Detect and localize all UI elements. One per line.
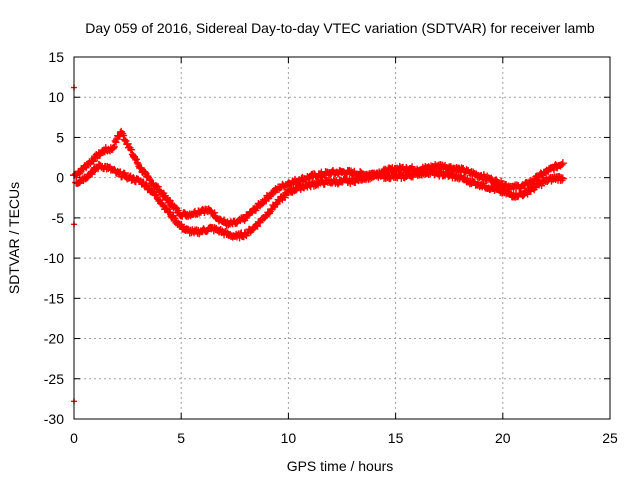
x-tick-labels: 0 5 10 15 20 25 [70, 430, 618, 446]
y-tick-label: 10 [48, 89, 64, 105]
data-point [120, 136, 128, 144]
data-point [145, 175, 153, 183]
data-point [123, 139, 132, 148]
data-point [275, 197, 283, 205]
x-tick-label: 5 [177, 430, 185, 446]
data-point [141, 168, 149, 176]
data-point [154, 183, 162, 191]
data-point [254, 222, 262, 230]
data-point [480, 179, 488, 187]
data-point [142, 180, 150, 188]
data-point [211, 209, 219, 217]
data-point [558, 174, 567, 183]
data-point [87, 168, 96, 177]
axis-ticks [73, 56, 611, 420]
y-tick-label: -15 [44, 290, 64, 306]
data-point [558, 161, 566, 169]
x-tick-label: 0 [70, 430, 78, 446]
data-point [120, 132, 128, 140]
data-point [166, 208, 174, 216]
x-axis-label: GPS time / hours [287, 458, 394, 474]
x-tick-label: 20 [495, 430, 511, 446]
y-tick-label: -5 [52, 210, 65, 226]
y-tick-label: -30 [44, 411, 64, 427]
data-point [128, 146, 136, 154]
data-point [112, 138, 120, 146]
data-point [281, 193, 289, 201]
y-tick-label: -25 [44, 371, 64, 387]
data-point [171, 203, 179, 211]
data-point [492, 176, 500, 184]
data-point [321, 180, 329, 188]
y-tick-label: -10 [44, 250, 64, 266]
data-point [133, 159, 141, 167]
x-tick-label: 10 [281, 430, 297, 446]
data-point [558, 159, 567, 168]
data-point [110, 143, 118, 151]
data-point [132, 155, 140, 163]
x-tick-label: 25 [602, 430, 618, 446]
y-tick-label: 15 [48, 49, 64, 65]
y-tick-label: -20 [44, 331, 64, 347]
y-tick-labels: 15 10 5 0 -5 -10 -15 -20 -25 -30 [44, 49, 64, 427]
y-tick-label: 0 [56, 170, 64, 186]
y-tick-label: 5 [56, 129, 64, 145]
data-points [70, 84, 567, 405]
plot-frame [73, 56, 611, 420]
data-point [171, 214, 179, 222]
y-axis-label: SDTVAR / TECUs [6, 182, 22, 294]
x-tick-label: 15 [388, 430, 404, 446]
data-point [177, 220, 185, 228]
chart-title: Day 059 of 2016, Sidereal Day-to-day VTE… [85, 20, 595, 36]
grid-lines [74, 57, 610, 419]
data-point [166, 197, 174, 205]
data-point [163, 204, 171, 212]
data-point [108, 144, 117, 153]
data-point [88, 170, 96, 178]
